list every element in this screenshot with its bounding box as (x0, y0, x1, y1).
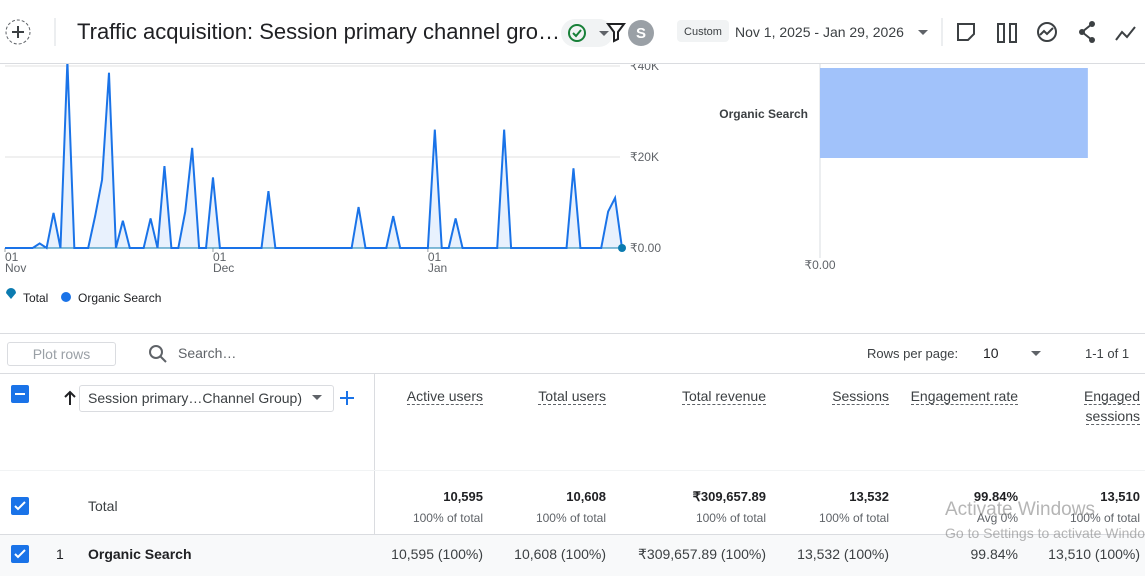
column-header[interactable]: Sessions (799, 386, 889, 406)
total-sub: 100% of total (695, 511, 766, 525)
insights-icon[interactable] (1037, 22, 1057, 42)
date-range[interactable]: Nov 1, 2025 - Jan 29, 2026 (735, 24, 904, 40)
line (5, 64, 623, 250)
x-tick-label: 01 (213, 250, 227, 264)
header-icons: S Custom Nov 1, 2025 - Jan 29, 2026 (5, 18, 1136, 47)
column-header[interactable]: Total revenue (656, 386, 766, 406)
column-header[interactable]: Engagement rate (908, 386, 1018, 406)
watermark-subtitle: Go to Settings to activate Windows. (945, 525, 1145, 541)
date-badge: Custom (684, 26, 722, 38)
search-input[interactable]: Search… (178, 345, 237, 361)
report-title: Traffic acquisition: Session primary cha… (77, 19, 560, 44)
total-label: Total (88, 498, 118, 514)
cell: 10,608 (100%) (514, 546, 606, 562)
sort-icon[interactable] (63, 390, 77, 406)
total-sub: 100% of total (818, 511, 889, 525)
total-value: 13,532 (849, 489, 889, 504)
legend-label: Total (23, 291, 48, 305)
total-value: 99.84% (973, 489, 1018, 504)
row-checkbox[interactable] (11, 545, 29, 563)
x-tick-label: 01 (428, 250, 442, 264)
cell: 13,510 (100%) (1048, 546, 1140, 562)
bar (820, 68, 1088, 158)
total-checkbox[interactable] (11, 497, 29, 515)
insights-line (1039, 27, 1054, 36)
check-mark (572, 29, 582, 38)
avatar[interactable] (628, 20, 654, 46)
divider (0, 470, 1145, 471)
divider (0, 333, 1145, 334)
legend-icon (61, 292, 71, 302)
x-tick-label: ₹0.00 (805, 258, 836, 272)
plot-rows-button[interactable]: Plot rows (7, 342, 116, 366)
y-tick-label: ₹40K (630, 64, 659, 73)
legend-icon (6, 288, 16, 299)
legend-label: Organic Search (78, 291, 161, 305)
category-label: Organic Search (719, 107, 808, 121)
column-header-text: Sessions (832, 388, 889, 405)
total-value: 13,510 (1100, 489, 1140, 504)
x-tick-month: Nov (5, 261, 26, 275)
x-tick-label: 01 (5, 250, 19, 264)
add-icon (12, 26, 24, 38)
divider (0, 373, 1145, 374)
y-tick-label: ₹20K (630, 150, 659, 164)
total-value: 10,595 (443, 489, 483, 504)
share-lines (1081, 23, 1093, 41)
date-dropdown[interactable] (918, 30, 928, 35)
x-tick-month: Jan (428, 261, 447, 275)
area (5, 64, 623, 249)
column-divider (374, 374, 375, 575)
total-sub: 100% of total (535, 511, 606, 525)
end-marker (618, 244, 626, 252)
total-sub: 100% of total (412, 511, 483, 525)
total-sub: 100% of total (1069, 511, 1140, 525)
row-index: 1 (56, 546, 64, 562)
y-tick-label: ₹0.00 (630, 241, 661, 255)
check-icon (568, 24, 586, 42)
cell: 13,532 (100%) (797, 546, 889, 562)
add-button[interactable] (5, 19, 31, 45)
rows-dropdown[interactable] (1030, 350, 1042, 358)
column-header-text: Total users (538, 388, 606, 405)
column-header-text: Active users (406, 388, 483, 405)
total-value: ₹309,657.89 (692, 489, 766, 504)
column-header[interactable]: Total users (506, 386, 606, 406)
rows-per-page-label: Rows per page: (867, 346, 959, 361)
header-divider (0, 63, 1145, 64)
date-badge-bg (677, 20, 729, 42)
table-row (0, 534, 1145, 576)
search-icon (149, 345, 167, 363)
dimension-dropdown (312, 395, 322, 400)
cell: ₹309,657.89 (100%) (638, 546, 766, 562)
avatar-letter: S (636, 25, 646, 42)
column-header-text: Total revenue (681, 388, 766, 405)
dimension-label: Session primary…Channel Group) (88, 390, 302, 406)
total-value: 10,608 (566, 489, 606, 504)
column-header-text: Engaged sessions (1083, 388, 1140, 425)
compare-icon[interactable] (997, 23, 1017, 43)
dimension-select[interactable] (79, 385, 334, 412)
cell: 10,595 (100%) (391, 546, 483, 562)
pagination: 1-1 of 1 (1085, 346, 1130, 361)
filter-icon[interactable] (606, 23, 626, 43)
notes-icon[interactable] (957, 23, 975, 41)
column-header-text: Engagement rate (910, 388, 1018, 405)
select-all-checkbox[interactable] (11, 385, 29, 403)
row-name[interactable]: Organic Search (88, 546, 192, 562)
column-header[interactable]: Engaged sessions (1060, 386, 1140, 426)
total-sub: Avg 0% (976, 511, 1018, 525)
rows-per-page[interactable]: 10 (983, 345, 999, 361)
cell: 99.84% (970, 546, 1018, 562)
add-dimension[interactable] (339, 390, 355, 406)
dropdown-icon[interactable] (599, 31, 609, 36)
column-header[interactable]: Active users (403, 386, 483, 406)
x-tick-month: Dec (213, 261, 234, 275)
watermark-title: Activate Windows (945, 499, 1095, 520)
explore-icon[interactable] (1115, 26, 1136, 41)
